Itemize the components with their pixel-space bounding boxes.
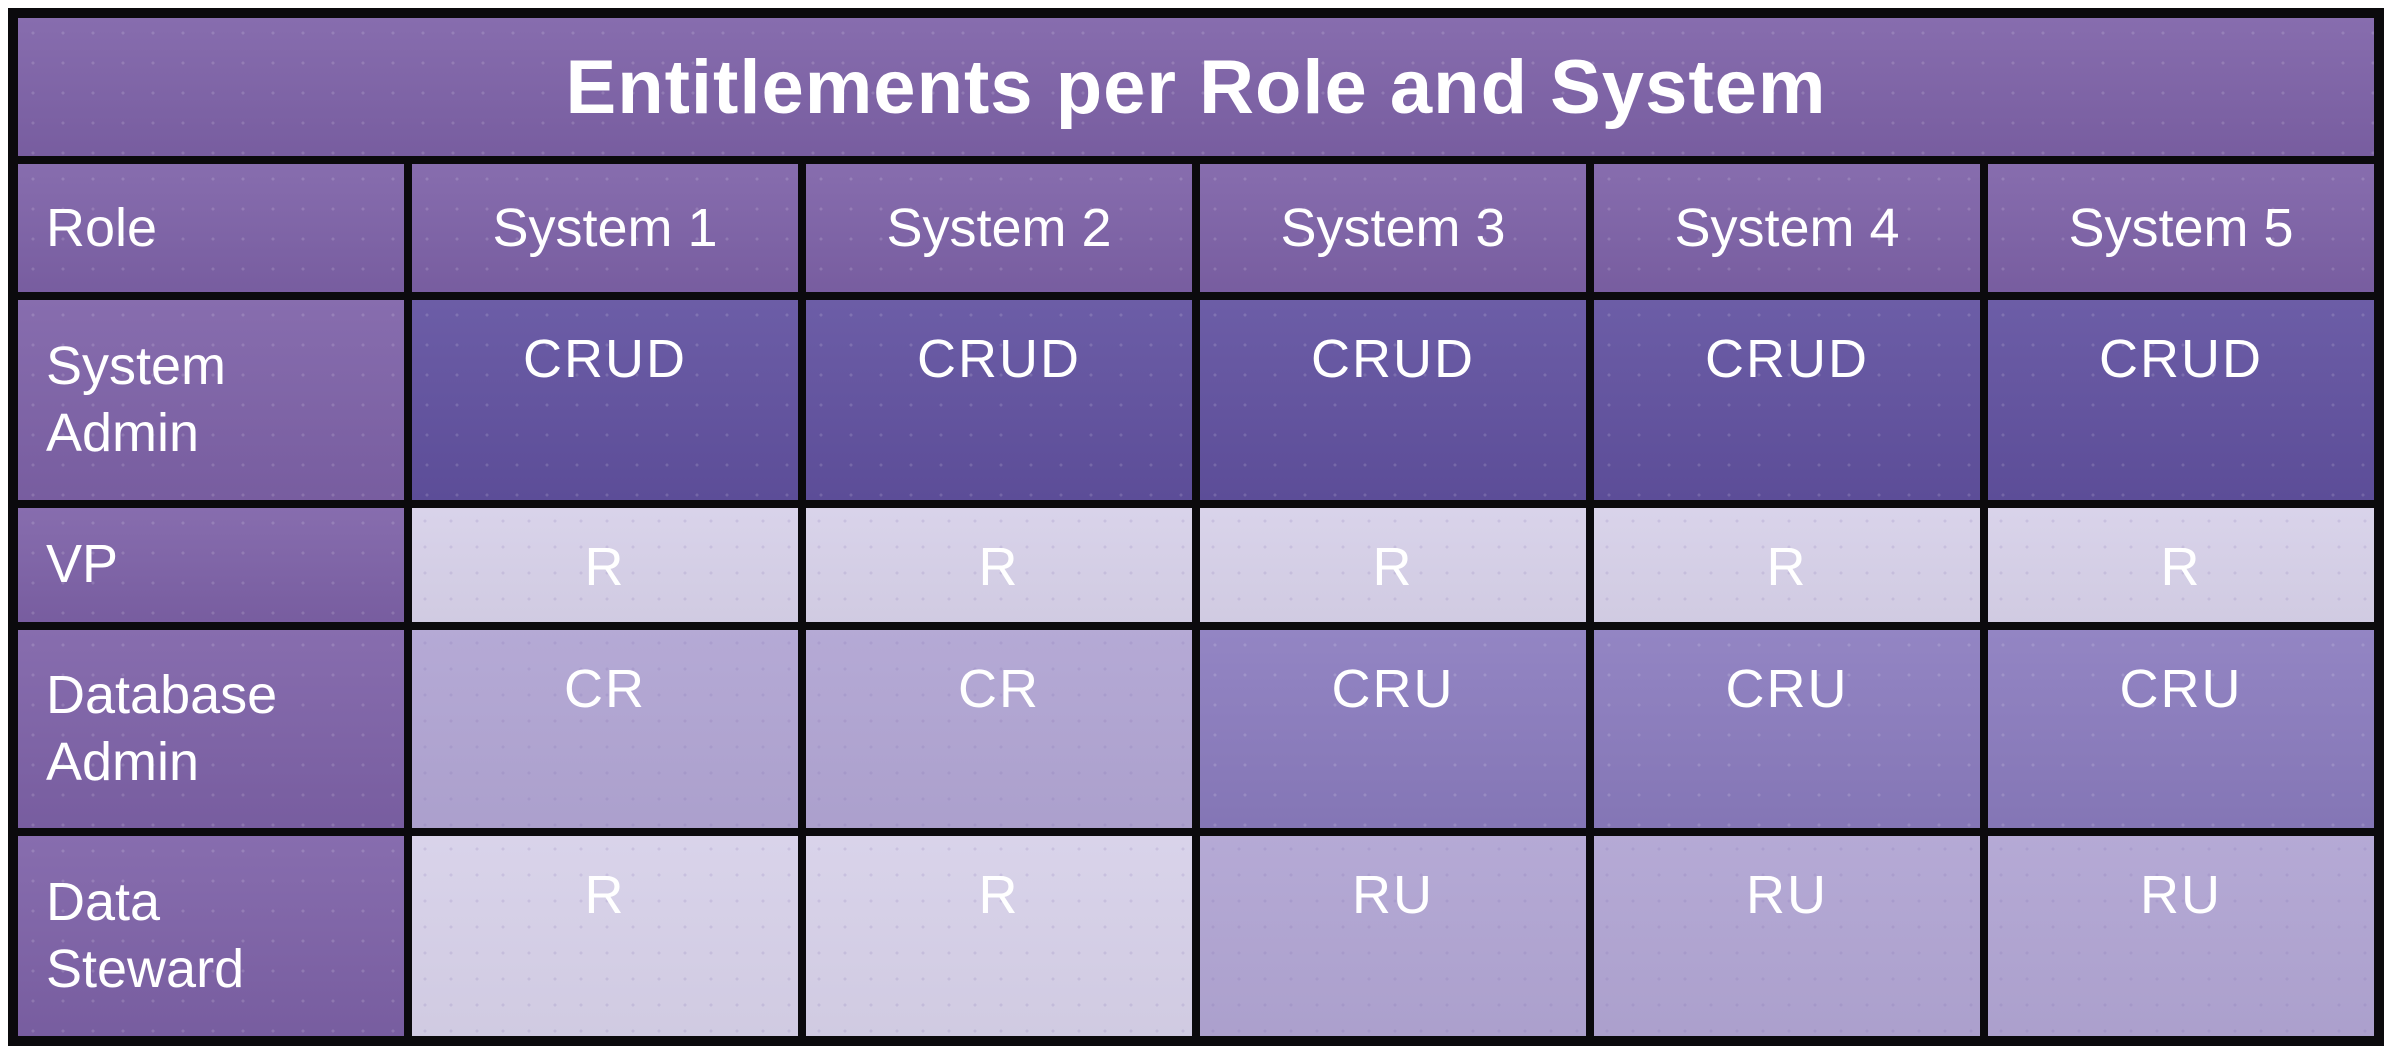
column-header-system-5: System 5: [1988, 164, 2374, 292]
entitlement-cell: R: [806, 508, 1192, 622]
role-label: System Admin: [18, 300, 404, 500]
entitlement-cell: R: [1594, 508, 1980, 622]
entitlement-cell: RU: [1988, 836, 2374, 1036]
role-label: Data Steward: [18, 836, 404, 1036]
entitlement-cell: CR: [412, 630, 798, 828]
column-header-system-1: System 1: [412, 164, 798, 292]
entitlement-cell: CRU: [1988, 630, 2374, 828]
column-header-system-2: System 2: [806, 164, 1192, 292]
entitlement-cell: CRU: [1200, 630, 1586, 828]
column-header-role: Role: [18, 164, 404, 292]
table-title: Entitlements per Role and System: [18, 18, 2374, 156]
entitlement-cell: RU: [1200, 836, 1586, 1036]
entitlement-cell: CRUD: [806, 300, 1192, 500]
entitlement-cell: R: [806, 836, 1192, 1036]
entitlement-cell: R: [1200, 508, 1586, 622]
entitlement-cell: R: [412, 508, 798, 622]
role-label: VP: [18, 508, 404, 622]
entitlement-cell: CRUD: [1988, 300, 2374, 500]
entitlement-cell: CRUD: [412, 300, 798, 500]
entitlement-cell: CRUD: [1200, 300, 1586, 500]
entitlement-cell: R: [1988, 508, 2374, 622]
column-header-system-3: System 3: [1200, 164, 1586, 292]
entitlement-cell: R: [412, 836, 798, 1036]
entitlement-cell: CRU: [1594, 630, 1980, 828]
entitlement-cell: RU: [1594, 836, 1980, 1036]
entitlements-table: Entitlements per Role and System Role Sy…: [8, 8, 2384, 1046]
role-label: Database Admin: [18, 630, 404, 828]
column-header-system-4: System 4: [1594, 164, 1980, 292]
entitlement-cell: CR: [806, 630, 1192, 828]
entitlement-cell: CRUD: [1594, 300, 1980, 500]
